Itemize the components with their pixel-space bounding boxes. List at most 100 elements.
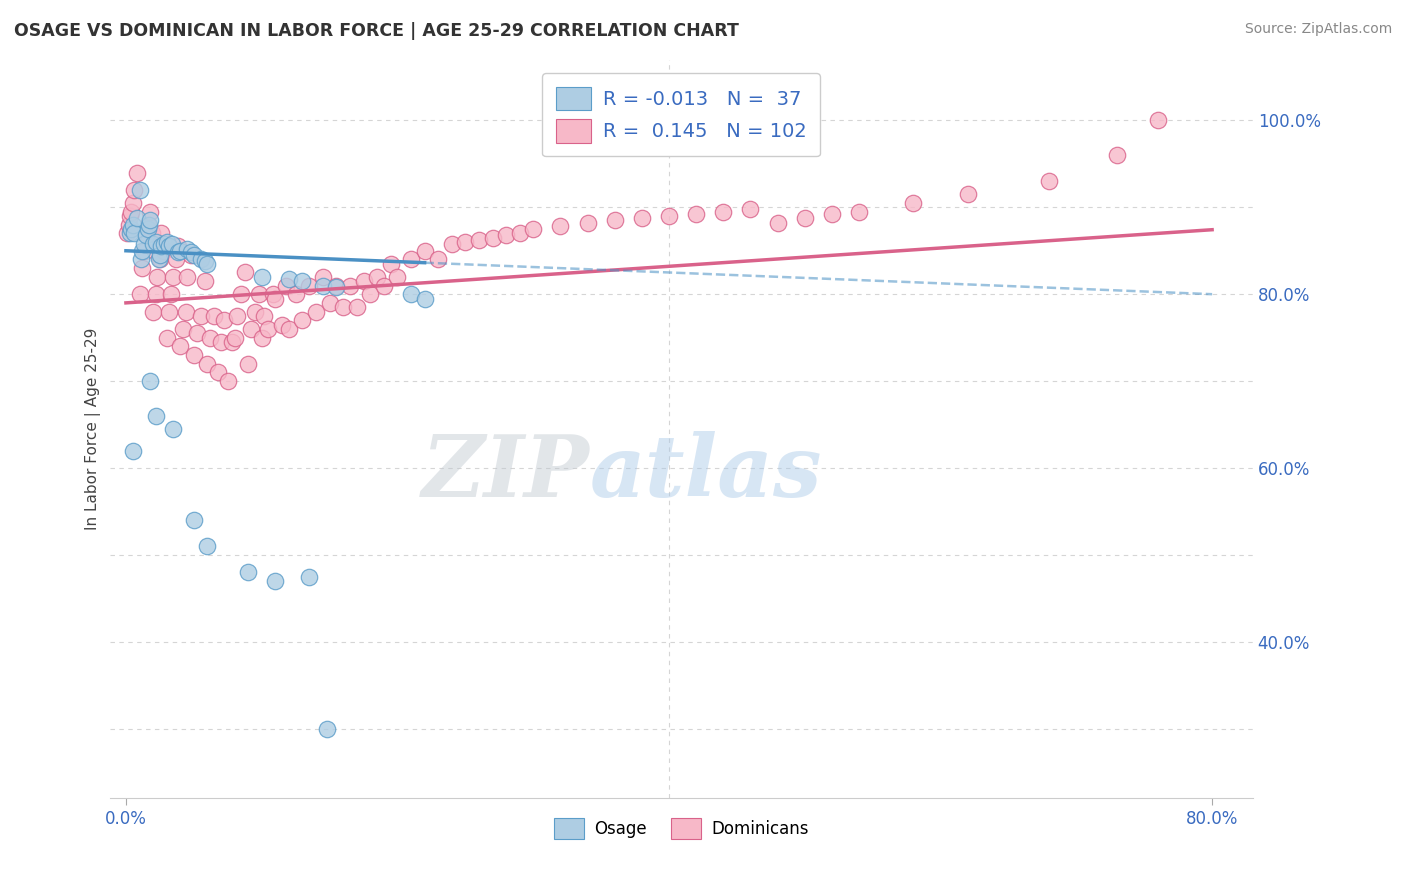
Point	[132, 236, 155, 251]
Point	[139, 213, 162, 227]
Point	[160, 236, 183, 251]
Point	[183, 348, 205, 362]
Point	[264, 574, 287, 588]
Point	[235, 265, 257, 279]
Point	[150, 227, 173, 241]
Point	[250, 331, 273, 345]
Point	[522, 222, 544, 236]
Point	[128, 183, 150, 197]
Point	[956, 187, 979, 202]
Point	[157, 304, 180, 318]
Point	[481, 231, 503, 245]
Point	[156, 235, 179, 249]
Point	[128, 287, 150, 301]
Point	[149, 248, 172, 262]
Point	[180, 248, 202, 262]
Point	[118, 209, 141, 223]
Point	[903, 196, 925, 211]
Point	[156, 331, 179, 345]
Point	[183, 513, 205, 527]
Point	[509, 227, 531, 241]
Point	[139, 374, 162, 388]
Point	[198, 331, 221, 345]
Point	[312, 278, 335, 293]
Point	[186, 326, 208, 341]
Point	[291, 313, 314, 327]
Point	[576, 216, 599, 230]
Point	[257, 322, 280, 336]
Point	[207, 365, 229, 379]
Point	[118, 227, 141, 241]
Point	[120, 204, 142, 219]
Point	[291, 274, 314, 288]
Point	[366, 269, 388, 284]
Point	[399, 287, 422, 301]
Point	[117, 218, 139, 232]
Point	[413, 244, 436, 258]
Point	[190, 252, 212, 267]
Point	[141, 227, 163, 241]
Point	[166, 239, 188, 253]
Point	[142, 236, 165, 251]
Point	[122, 227, 145, 241]
Point	[148, 252, 170, 267]
Point	[146, 269, 169, 284]
Point	[239, 322, 262, 336]
Point	[135, 228, 157, 243]
Point	[197, 539, 219, 553]
Point	[121, 218, 143, 232]
Point	[162, 422, 184, 436]
Point	[603, 213, 626, 227]
Point	[120, 222, 142, 236]
Point	[180, 245, 202, 260]
Point	[136, 222, 159, 236]
Point	[325, 278, 347, 293]
Point	[121, 443, 143, 458]
Point	[276, 278, 298, 293]
Point	[176, 242, 198, 256]
Point	[142, 304, 165, 318]
Point	[145, 409, 167, 423]
Point	[169, 244, 191, 258]
Point	[1105, 148, 1128, 162]
Point	[217, 374, 239, 388]
Point	[153, 244, 176, 258]
Point	[172, 322, 194, 336]
Point	[346, 300, 368, 314]
Point	[166, 245, 188, 260]
Point	[353, 274, 375, 288]
Point	[315, 722, 337, 736]
Point	[264, 292, 287, 306]
Point	[631, 211, 654, 225]
Point	[1146, 113, 1168, 128]
Point	[284, 287, 307, 301]
Point	[145, 235, 167, 249]
Point	[149, 252, 172, 267]
Point	[262, 287, 284, 301]
Point	[131, 244, 153, 258]
Point	[153, 236, 176, 251]
Point	[165, 252, 187, 267]
Point	[821, 207, 844, 221]
Y-axis label: In Labor Force | Age 25-29: In Labor Force | Age 25-29	[86, 327, 101, 530]
Point	[145, 287, 167, 301]
Point	[202, 309, 225, 323]
Point	[1038, 174, 1060, 188]
Point	[413, 292, 436, 306]
Point	[236, 357, 259, 371]
Point	[305, 304, 328, 318]
Point	[440, 236, 463, 251]
Point	[122, 183, 145, 197]
Point	[134, 244, 156, 258]
Point	[209, 334, 232, 349]
Point	[427, 252, 450, 267]
Point	[174, 304, 197, 318]
Point	[157, 239, 180, 253]
Point	[373, 278, 395, 293]
Point	[253, 309, 276, 323]
Point	[236, 566, 259, 580]
Point	[298, 278, 321, 293]
Point	[224, 331, 246, 345]
Point	[318, 296, 340, 310]
Point	[250, 269, 273, 284]
